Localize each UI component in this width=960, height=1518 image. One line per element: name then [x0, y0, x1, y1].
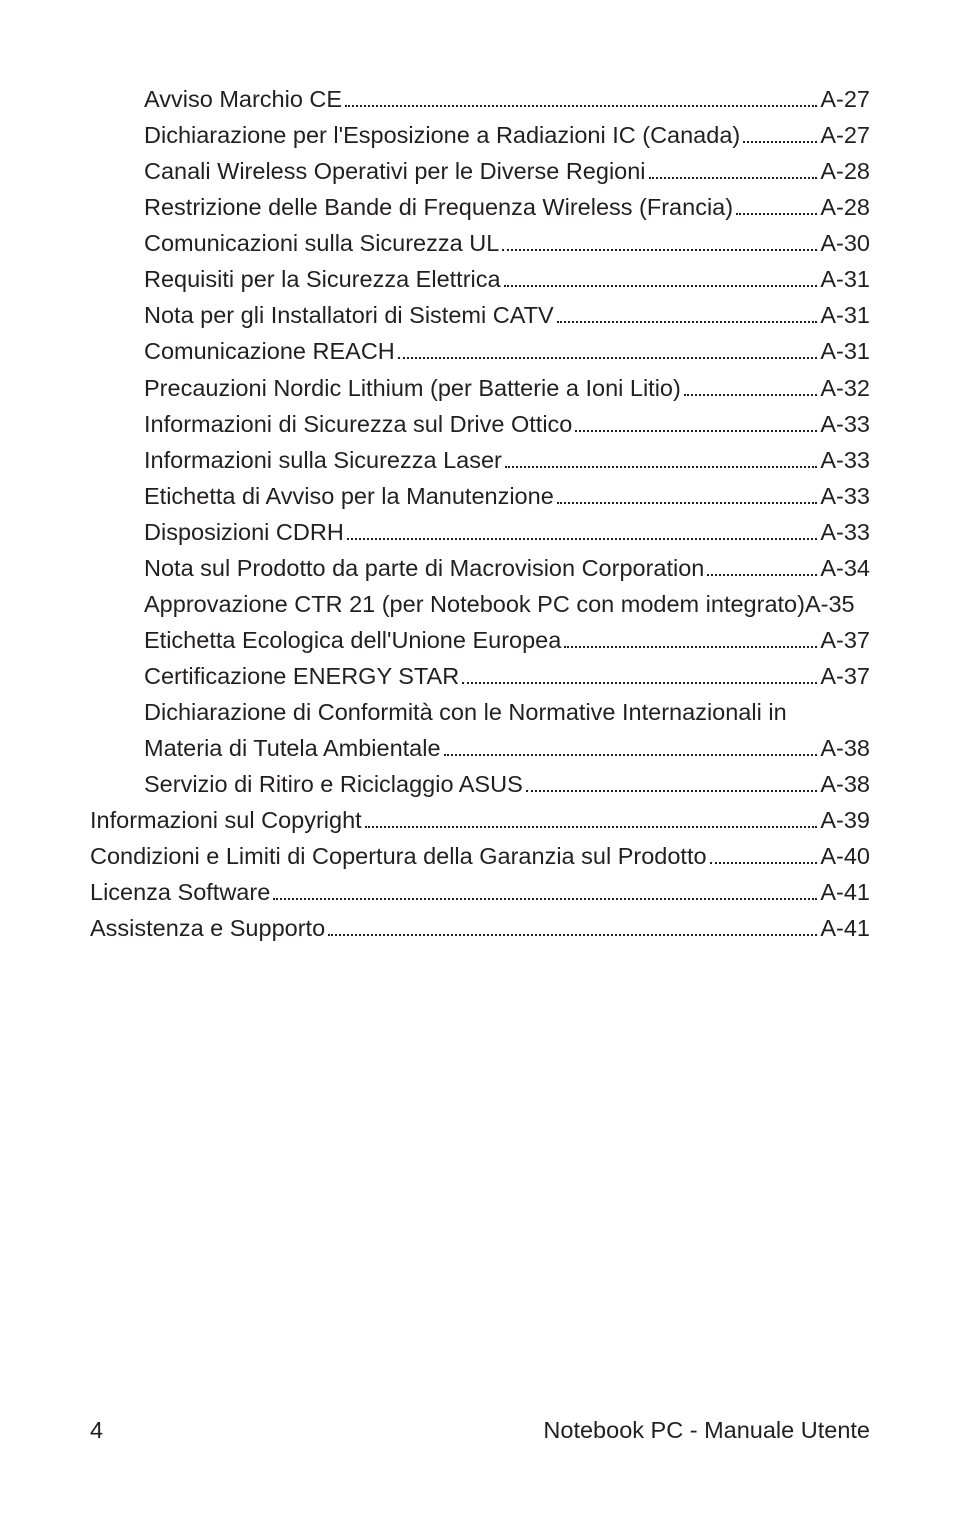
- toc-entry-page: A-37: [820, 623, 870, 657]
- toc-leader-dots: [502, 249, 817, 251]
- toc-entry: Servizio di Ritiro e Riciclaggio ASUS A-…: [90, 767, 870, 801]
- toc-entry: Canali Wireless Operativi per le Diverse…: [90, 154, 870, 188]
- toc-entry: Etichetta di Avviso per la Manutenzione …: [90, 479, 870, 513]
- toc-entry-page: A-34: [820, 551, 870, 585]
- toc-leader-dots: [684, 394, 818, 396]
- toc-leader-dots: [526, 790, 818, 792]
- toc-entry-page: A-32: [820, 371, 870, 405]
- toc-entry: Condizioni e Limiti di Copertura della G…: [90, 839, 870, 873]
- toc-leader-dots: [347, 538, 818, 540]
- toc-entry-title: Condizioni e Limiti di Copertura della G…: [90, 839, 707, 873]
- toc-entry: Approvazione CTR 21 (per Notebook PC con…: [90, 587, 870, 621]
- toc-entry-title: Comunicazioni sulla Sicurezza UL: [144, 226, 499, 260]
- book-title: Notebook PC - Manuale Utente: [543, 1417, 870, 1444]
- toc-leader-dots: [710, 862, 818, 864]
- toc-entry: Restrizione delle Bande di Frequenza Wir…: [90, 190, 870, 224]
- toc-entry: Comunicazione REACH A-31: [90, 334, 870, 368]
- toc-leader-dots: [365, 826, 818, 828]
- toc-entry-title: Nota per gli Installatori di Sistemi CAT…: [144, 298, 554, 332]
- toc-entry-page: A-39: [820, 803, 870, 837]
- toc-entry: Disposizioni CDRH A-33: [90, 515, 870, 549]
- toc-entry: Dichiarazione di Conformità con le Norma…: [90, 695, 870, 729]
- toc-entry-title: Etichetta di Avviso per la Manutenzione: [144, 479, 554, 513]
- toc-entry-page: A-31: [820, 298, 870, 332]
- toc-entry: Assistenza e Supporto A-41: [90, 911, 870, 945]
- toc-entry-page: A-33: [820, 479, 870, 513]
- toc-entry: Informazioni sulla Sicurezza Laser A-33: [90, 443, 870, 477]
- toc-entry: Requisiti per la Sicurezza Elettrica A-3…: [90, 262, 870, 296]
- toc-entry: Dichiarazione per l'Esposizione a Radiaz…: [90, 118, 870, 152]
- toc-entry-title: Approvazione CTR 21 (per Notebook PC con…: [144, 587, 805, 621]
- toc-entry-title: Avviso Marchio CE: [144, 82, 342, 116]
- toc-entry-title: Assistenza e Supporto: [90, 911, 325, 945]
- toc-entry-title: Materia di Tutela Ambientale: [144, 731, 441, 765]
- toc-entry: Materia di Tutela Ambientale A-38: [90, 731, 870, 765]
- toc-entry-page: A-40: [820, 839, 870, 873]
- toc-leader-dots: [575, 430, 817, 432]
- toc-entry-title: Canali Wireless Operativi per le Diverse…: [144, 154, 646, 188]
- toc-entry: Comunicazioni sulla Sicurezza UL A-30: [90, 226, 870, 260]
- toc-leader-dots: [462, 682, 817, 684]
- toc-entry-title: Dichiarazione di Conformità con le Norma…: [144, 695, 787, 729]
- toc-entry-page: A-31: [820, 262, 870, 296]
- toc-entry-title: Servizio di Ritiro e Riciclaggio ASUS: [144, 767, 523, 801]
- toc-leader-dots: [707, 574, 817, 576]
- toc-entry-title: Dichiarazione per l'Esposizione a Radiaz…: [144, 118, 740, 152]
- toc-entry-page: A-33: [820, 515, 870, 549]
- page-content: Avviso Marchio CE A-27Dichiarazione per …: [0, 0, 960, 946]
- toc-entry-page: A-33: [820, 407, 870, 441]
- toc-entry-page: A-41: [820, 911, 870, 945]
- toc-entry-page: A-31: [820, 334, 870, 368]
- toc-leader-dots: [564, 646, 817, 648]
- toc-entry-page: A-35: [805, 587, 855, 621]
- toc-entry-page: A-33: [820, 443, 870, 477]
- toc-leader-dots: [557, 502, 818, 504]
- toc-entry-page: A-28: [820, 190, 870, 224]
- toc-entry: Etichetta Ecologica dell'Unione Europea …: [90, 623, 870, 657]
- toc-entry-title: Comunicazione REACH: [144, 334, 395, 368]
- page-number: 4: [90, 1417, 103, 1444]
- toc-entry-page: A-27: [820, 118, 870, 152]
- toc-leader-dots: [398, 357, 818, 359]
- toc-entry-page: A-38: [820, 731, 870, 765]
- toc-entry-title: Informazioni sulla Sicurezza Laser: [144, 443, 502, 477]
- toc-leader-dots: [649, 177, 818, 179]
- toc-entry-page: A-28: [820, 154, 870, 188]
- toc-entry-title: Precauzioni Nordic Lithium (per Batterie…: [144, 371, 681, 405]
- page-footer: 4 Notebook PC - Manuale Utente: [90, 1417, 870, 1444]
- toc-entry: Certificazione ENERGY STAR A-37: [90, 659, 870, 693]
- toc-entry-title: Disposizioni CDRH: [144, 515, 344, 549]
- toc-leader-dots: [736, 213, 817, 215]
- toc-entry: Informazioni sul Copyright A-39: [90, 803, 870, 837]
- toc-entry-page: A-38: [820, 767, 870, 801]
- toc-entry-title: Certificazione ENERGY STAR: [144, 659, 459, 693]
- toc-entry-page: A-27: [820, 82, 870, 116]
- toc-entry: Nota per gli Installatori di Sistemi CAT…: [90, 298, 870, 332]
- toc-entry: Licenza Software A-41: [90, 875, 870, 909]
- toc-entry: Avviso Marchio CE A-27: [90, 82, 870, 116]
- toc-leader-dots: [444, 754, 818, 756]
- toc-leader-dots: [504, 285, 818, 287]
- toc-leader-dots: [505, 466, 817, 468]
- toc-leader-dots: [273, 898, 817, 900]
- toc-entry-title: Informazioni di Sicurezza sul Drive Otti…: [144, 407, 572, 441]
- toc-entry-page: A-37: [820, 659, 870, 693]
- toc-entry-page: A-30: [820, 226, 870, 260]
- toc-entry: Informazioni di Sicurezza sul Drive Otti…: [90, 407, 870, 441]
- toc-entry-title: Informazioni sul Copyright: [90, 803, 362, 837]
- toc-leader-dots: [345, 105, 817, 107]
- toc-entry-title: Restrizione delle Bande di Frequenza Wir…: [144, 190, 733, 224]
- toc-leader-dots: [328, 934, 817, 936]
- toc-leader-dots: [557, 321, 818, 323]
- toc-entry-title: Licenza Software: [90, 875, 270, 909]
- toc-entry-title: Nota sul Prodotto da parte di Macrovisio…: [144, 551, 704, 585]
- toc-entry-title: Requisiti per la Sicurezza Elettrica: [144, 262, 501, 296]
- table-of-contents: Avviso Marchio CE A-27Dichiarazione per …: [90, 82, 870, 946]
- toc-leader-dots: [743, 141, 817, 143]
- toc-entry-title: Etichetta Ecologica dell'Unione Europea: [144, 623, 561, 657]
- toc-entry-page: A-41: [820, 875, 870, 909]
- toc-entry: Precauzioni Nordic Lithium (per Batterie…: [90, 371, 870, 405]
- toc-entry: Nota sul Prodotto da parte di Macrovisio…: [90, 551, 870, 585]
